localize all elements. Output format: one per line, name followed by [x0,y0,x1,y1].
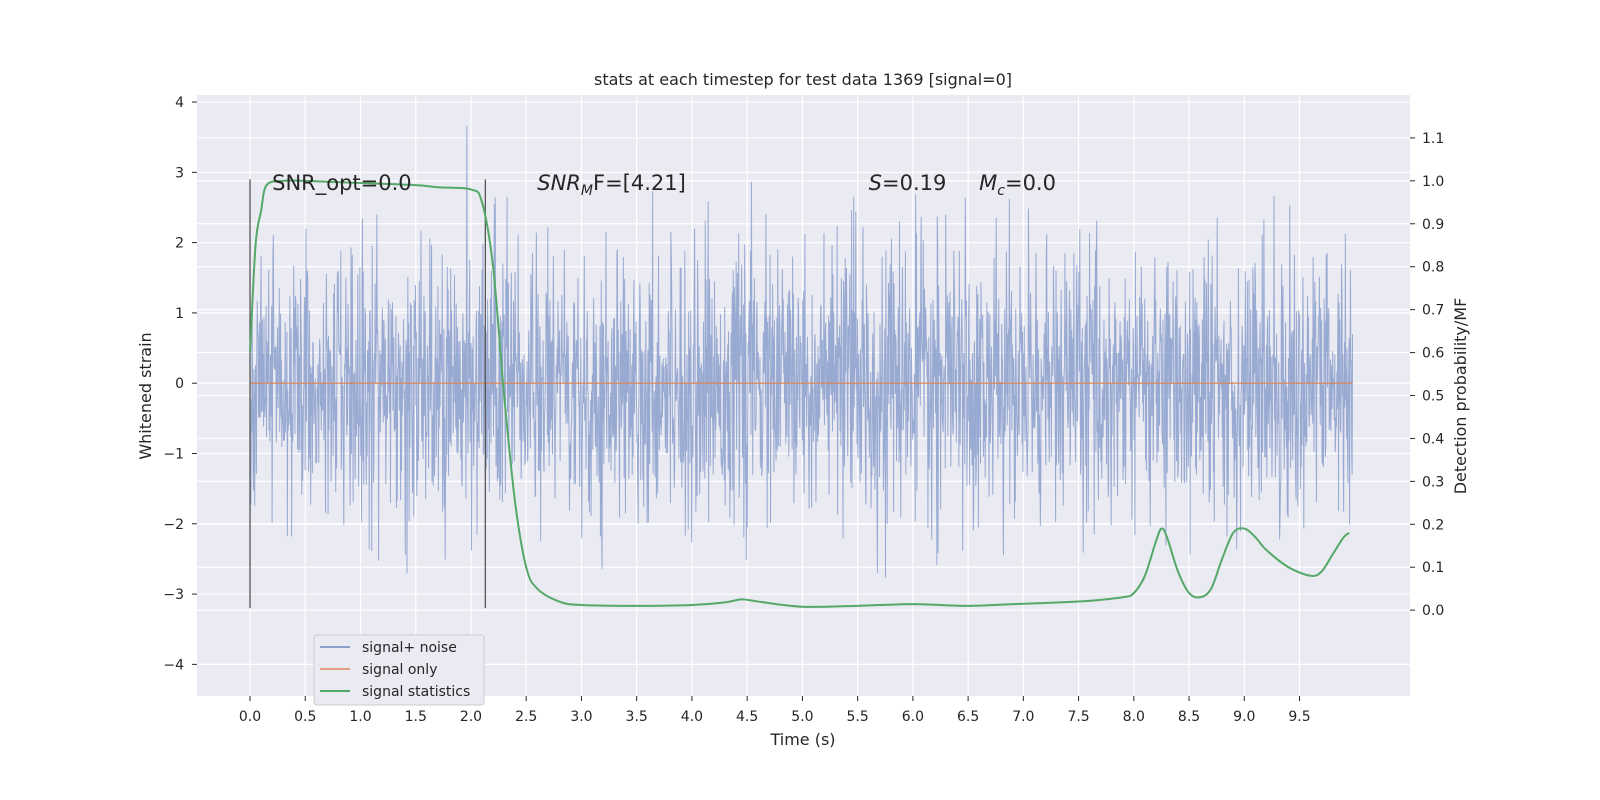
vertical-markers [249,179,486,609]
y-right-tick-label: 0.2 [1422,517,1444,533]
x-tick-label: 5.5 [846,709,868,725]
annotation-2: S=0.19 [869,171,947,195]
x-tick-label: 0.0 [239,709,261,725]
x-axis-label: Time (s) [769,730,835,749]
y-left-tick-label: 3 [175,165,184,181]
x-tick-label: 1.0 [349,709,371,725]
y-right-tick-label: 0.8 [1422,260,1444,276]
x-tick-label: 8.0 [1123,709,1145,725]
legend: signal+ noise signal only signal statist… [313,634,485,706]
x-tick-label: 3.5 [626,709,648,725]
x-tick-label: 6.0 [902,709,924,725]
x-tick-label: 9.0 [1233,709,1255,725]
x-tick-label: 4.0 [681,709,703,725]
y-right-tick-label: 1.0 [1422,174,1444,190]
legend-label-signal: signal only [362,662,437,678]
y-right-tick-label: 0.5 [1422,389,1444,405]
y-left-tick-label: 0 [175,376,184,392]
y-left-tick-label: 4 [175,95,184,111]
y-right-tick-label: 0.3 [1422,474,1444,490]
noise-series [249,125,1354,578]
y-right-tick-label: 1.1 [1422,131,1444,147]
y-right-tick-label: 0.1 [1422,560,1444,576]
annotation-1: SNRMF=[4.21] [537,171,686,199]
x-tick-label: 1.5 [405,709,427,725]
x-tick-label: 3.0 [570,709,592,725]
y-left-axis-ticks: 4 3 2 1 0 −1 −2 −3 −4 [163,95,197,673]
stats-series [249,179,1350,608]
chart-title: stats at each timestep for test data 136… [594,70,1012,89]
y-left-tick-label: −1 [163,446,184,462]
y-right-tick-label: 0.6 [1422,346,1444,362]
y-left-tick-label: −3 [163,587,184,603]
y-left-tick-label: 1 [175,306,184,322]
x-tick-label: 9.5 [1288,709,1310,725]
y-right-tick-label: 0.7 [1422,303,1444,319]
annotation-0: SNR_opt=0.0 [272,171,412,196]
x-tick-label: 4.5 [736,709,758,725]
x-tick-label: 2.5 [515,709,537,725]
y-right-tick-label: 0.4 [1422,431,1444,447]
x-tick-label: 2.0 [460,709,482,725]
x-axis-ticks: 0.0 0.5 1.0 1.5 2.0 2.5 3.0 3.5 4.0 4.5 5.0 5.5 6.0 6… [239,696,1311,725]
x-tick-label: 6.5 [957,709,979,725]
legend-label-noise: signal+ noise [362,640,457,656]
y-right-tick-label: 0.9 [1422,217,1444,233]
x-tick-label: 0.5 [294,709,316,725]
x-tick-label: 5.0 [791,709,813,725]
stats-line [249,179,1350,608]
x-tick-label: 8.5 [1178,709,1200,725]
noise-line [249,125,1354,578]
legend-box [313,634,485,706]
x-tick-label: 7.5 [1067,709,1089,725]
y-right-axis-ticks: 1.1 1.0 0.9 0.8 0.7 0.6 0.5 0.4 0.3 0.2 0.1 0.0 [1410,131,1444,619]
y-left-tick-label: −4 [163,657,184,673]
y-right-axis-label: Detection probability/MF [1451,298,1470,495]
y-left-tick-label: −2 [163,517,184,533]
y-left-tick-label: 2 [175,236,184,252]
annotations: SNR_opt=0.0 SNRMF=[4.21] S=0.19 Mc=0.0 [272,171,1056,199]
x-tick-label: 7.0 [1012,709,1034,725]
y-left-axis-label: Whitened strain [136,332,155,459]
y-right-tick-label: 0.0 [1422,603,1444,619]
legend-label-stats: signal statistics [362,684,470,700]
annotation-3: Mc=0.0 [979,171,1056,199]
